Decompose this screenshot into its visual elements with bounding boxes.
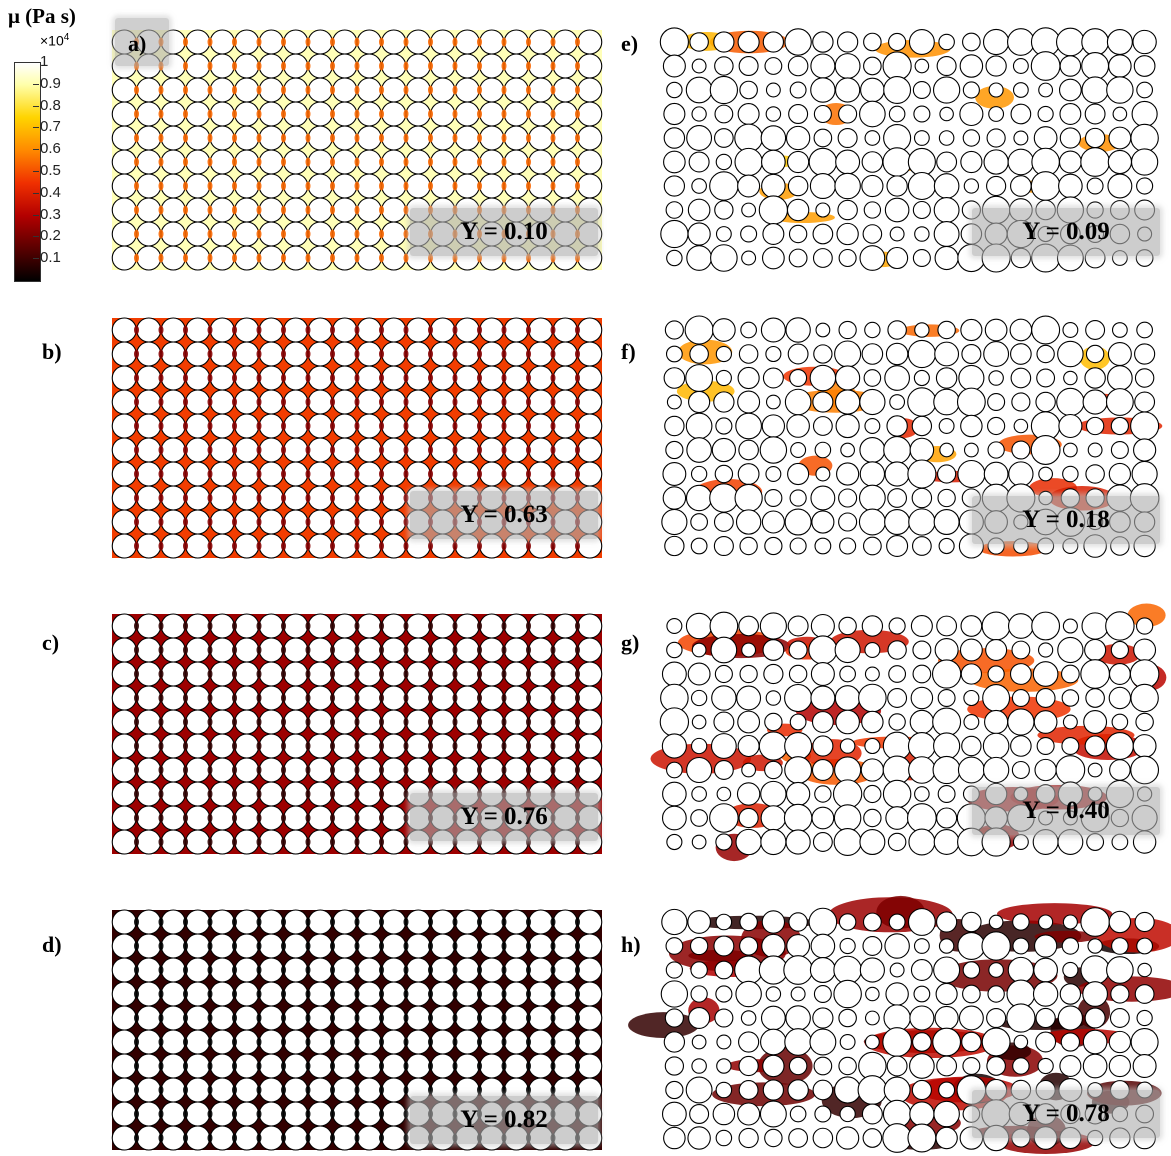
colorbar-tick-mark <box>33 214 39 216</box>
y-value-a: Y = 0.10 <box>460 218 548 245</box>
panel-a-label-box <box>115 18 169 66</box>
colorbar-gradient <box>14 62 41 282</box>
y-value-g: Y = 0.40 <box>1022 797 1110 824</box>
y-value-c: Y = 0.76 <box>460 803 548 830</box>
colorbar-title: μ (Pa s) <box>8 4 76 28</box>
panel-label-e: e) <box>621 31 639 56</box>
y-value-d: Y = 0.82 <box>460 1106 548 1133</box>
y-value-box-a: Y = 0.10 <box>410 208 598 256</box>
panel-label-a: a) <box>128 31 147 56</box>
panel-label-f: f) <box>621 339 636 364</box>
y-value-box-c: Y = 0.76 <box>410 793 598 841</box>
colorbar-tick-label: 0.3 <box>40 205 61 223</box>
colorbar-tick-mark <box>33 105 39 107</box>
y-value-h: Y = 0.78 <box>1022 1100 1110 1127</box>
colorbar-tick-mark <box>33 171 39 172</box>
colorbar-tick-label: 0.4 <box>40 183 61 201</box>
y-value-box-f: Y = 0.18 <box>972 496 1160 544</box>
y-value-box-e: Y = 0.09 <box>972 208 1160 256</box>
colorbar-tick-label: 0.7 <box>40 118 61 136</box>
panel-label-c: c) <box>42 630 60 655</box>
panel-label-h: h) <box>621 932 641 957</box>
colorbar-tick-label: 0.1 <box>40 249 61 267</box>
colorbar-tick-label: 0.2 <box>40 227 61 245</box>
panel-label-d: d) <box>42 932 62 957</box>
panel-d <box>111 909 603 1151</box>
colorbar-exponent: ×104 <box>40 32 70 49</box>
y-value-box-d: Y = 0.82 <box>410 1096 598 1144</box>
colorbar-tick-mark <box>33 149 39 151</box>
colorbar-tick-label: 1 <box>40 53 49 70</box>
panel-label-g: g) <box>621 630 640 655</box>
colorbar-tick-mark <box>33 83 39 85</box>
y-value-box-h: Y = 0.78 <box>972 1090 1160 1138</box>
y-value-box-b: Y = 0.63 <box>410 491 598 539</box>
colorbar-tick-label: 0.9 <box>40 74 61 92</box>
y-value-f: Y = 0.18 <box>1022 506 1110 533</box>
colorbar-tick-mark <box>33 127 39 129</box>
y-value-b: Y = 0.63 <box>460 501 548 528</box>
panel-label-b: b) <box>42 339 62 364</box>
colorbar-tick-label: 0.5 <box>40 162 61 179</box>
colorbar-tick-mark <box>33 258 39 260</box>
colorbar-tick-mark <box>33 62 39 63</box>
y-value-box-g: Y = 0.40 <box>972 787 1160 835</box>
colorbar-tick-mark <box>33 236 39 238</box>
colorbar-tick-mark <box>33 192 39 194</box>
panel-a <box>111 29 603 271</box>
colorbar-tick-label: 0.8 <box>40 96 61 114</box>
y-value-e: Y = 0.09 <box>1022 218 1110 245</box>
colorbar-tick-label: 0.6 <box>40 140 61 158</box>
